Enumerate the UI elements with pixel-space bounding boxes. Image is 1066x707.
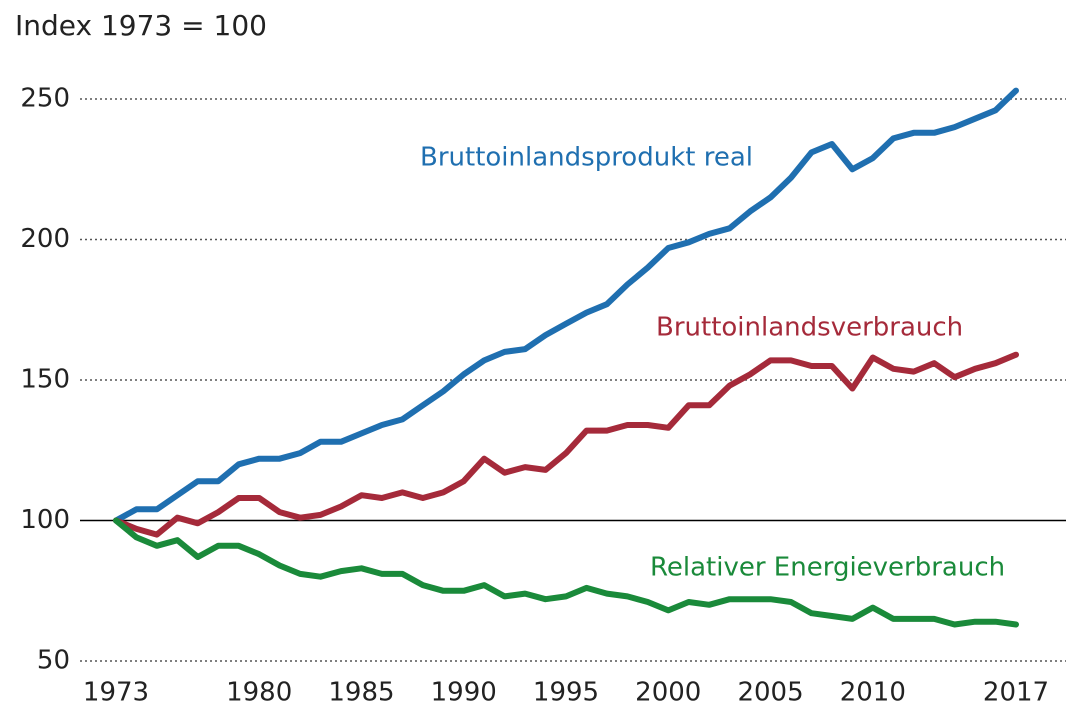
y-tick-label: 100 — [20, 505, 70, 535]
x-tick-label: 1995 — [533, 678, 599, 707]
series-label: Bruttoinlandsverbrauch — [656, 313, 963, 343]
x-tick-label: 2005 — [737, 678, 803, 707]
x-tick-label: 1980 — [226, 678, 292, 707]
x-tick-label: 1985 — [328, 678, 394, 707]
y-tick-label: 250 — [20, 84, 70, 114]
y-tick-label: 50 — [37, 646, 70, 676]
x-tick-label: 2010 — [840, 678, 906, 707]
x-tick-label: 2000 — [635, 678, 701, 707]
series-line — [113, 351, 1019, 538]
series-label: Bruttoinlandsprodukt real — [420, 143, 753, 173]
x-tick-label: 1973 — [83, 678, 149, 707]
y-tick-label: 200 — [20, 224, 70, 254]
x-tick-label: 1990 — [431, 678, 497, 707]
series-label: Relativer Energieverbrauch — [650, 553, 1005, 583]
y-tick-label: 150 — [20, 365, 70, 395]
series-line — [113, 517, 1019, 628]
y-axis-label: Index 1973 = 100 — [15, 9, 267, 42]
x-tick-label: 2017 — [983, 678, 1049, 707]
series-line — [113, 87, 1019, 524]
